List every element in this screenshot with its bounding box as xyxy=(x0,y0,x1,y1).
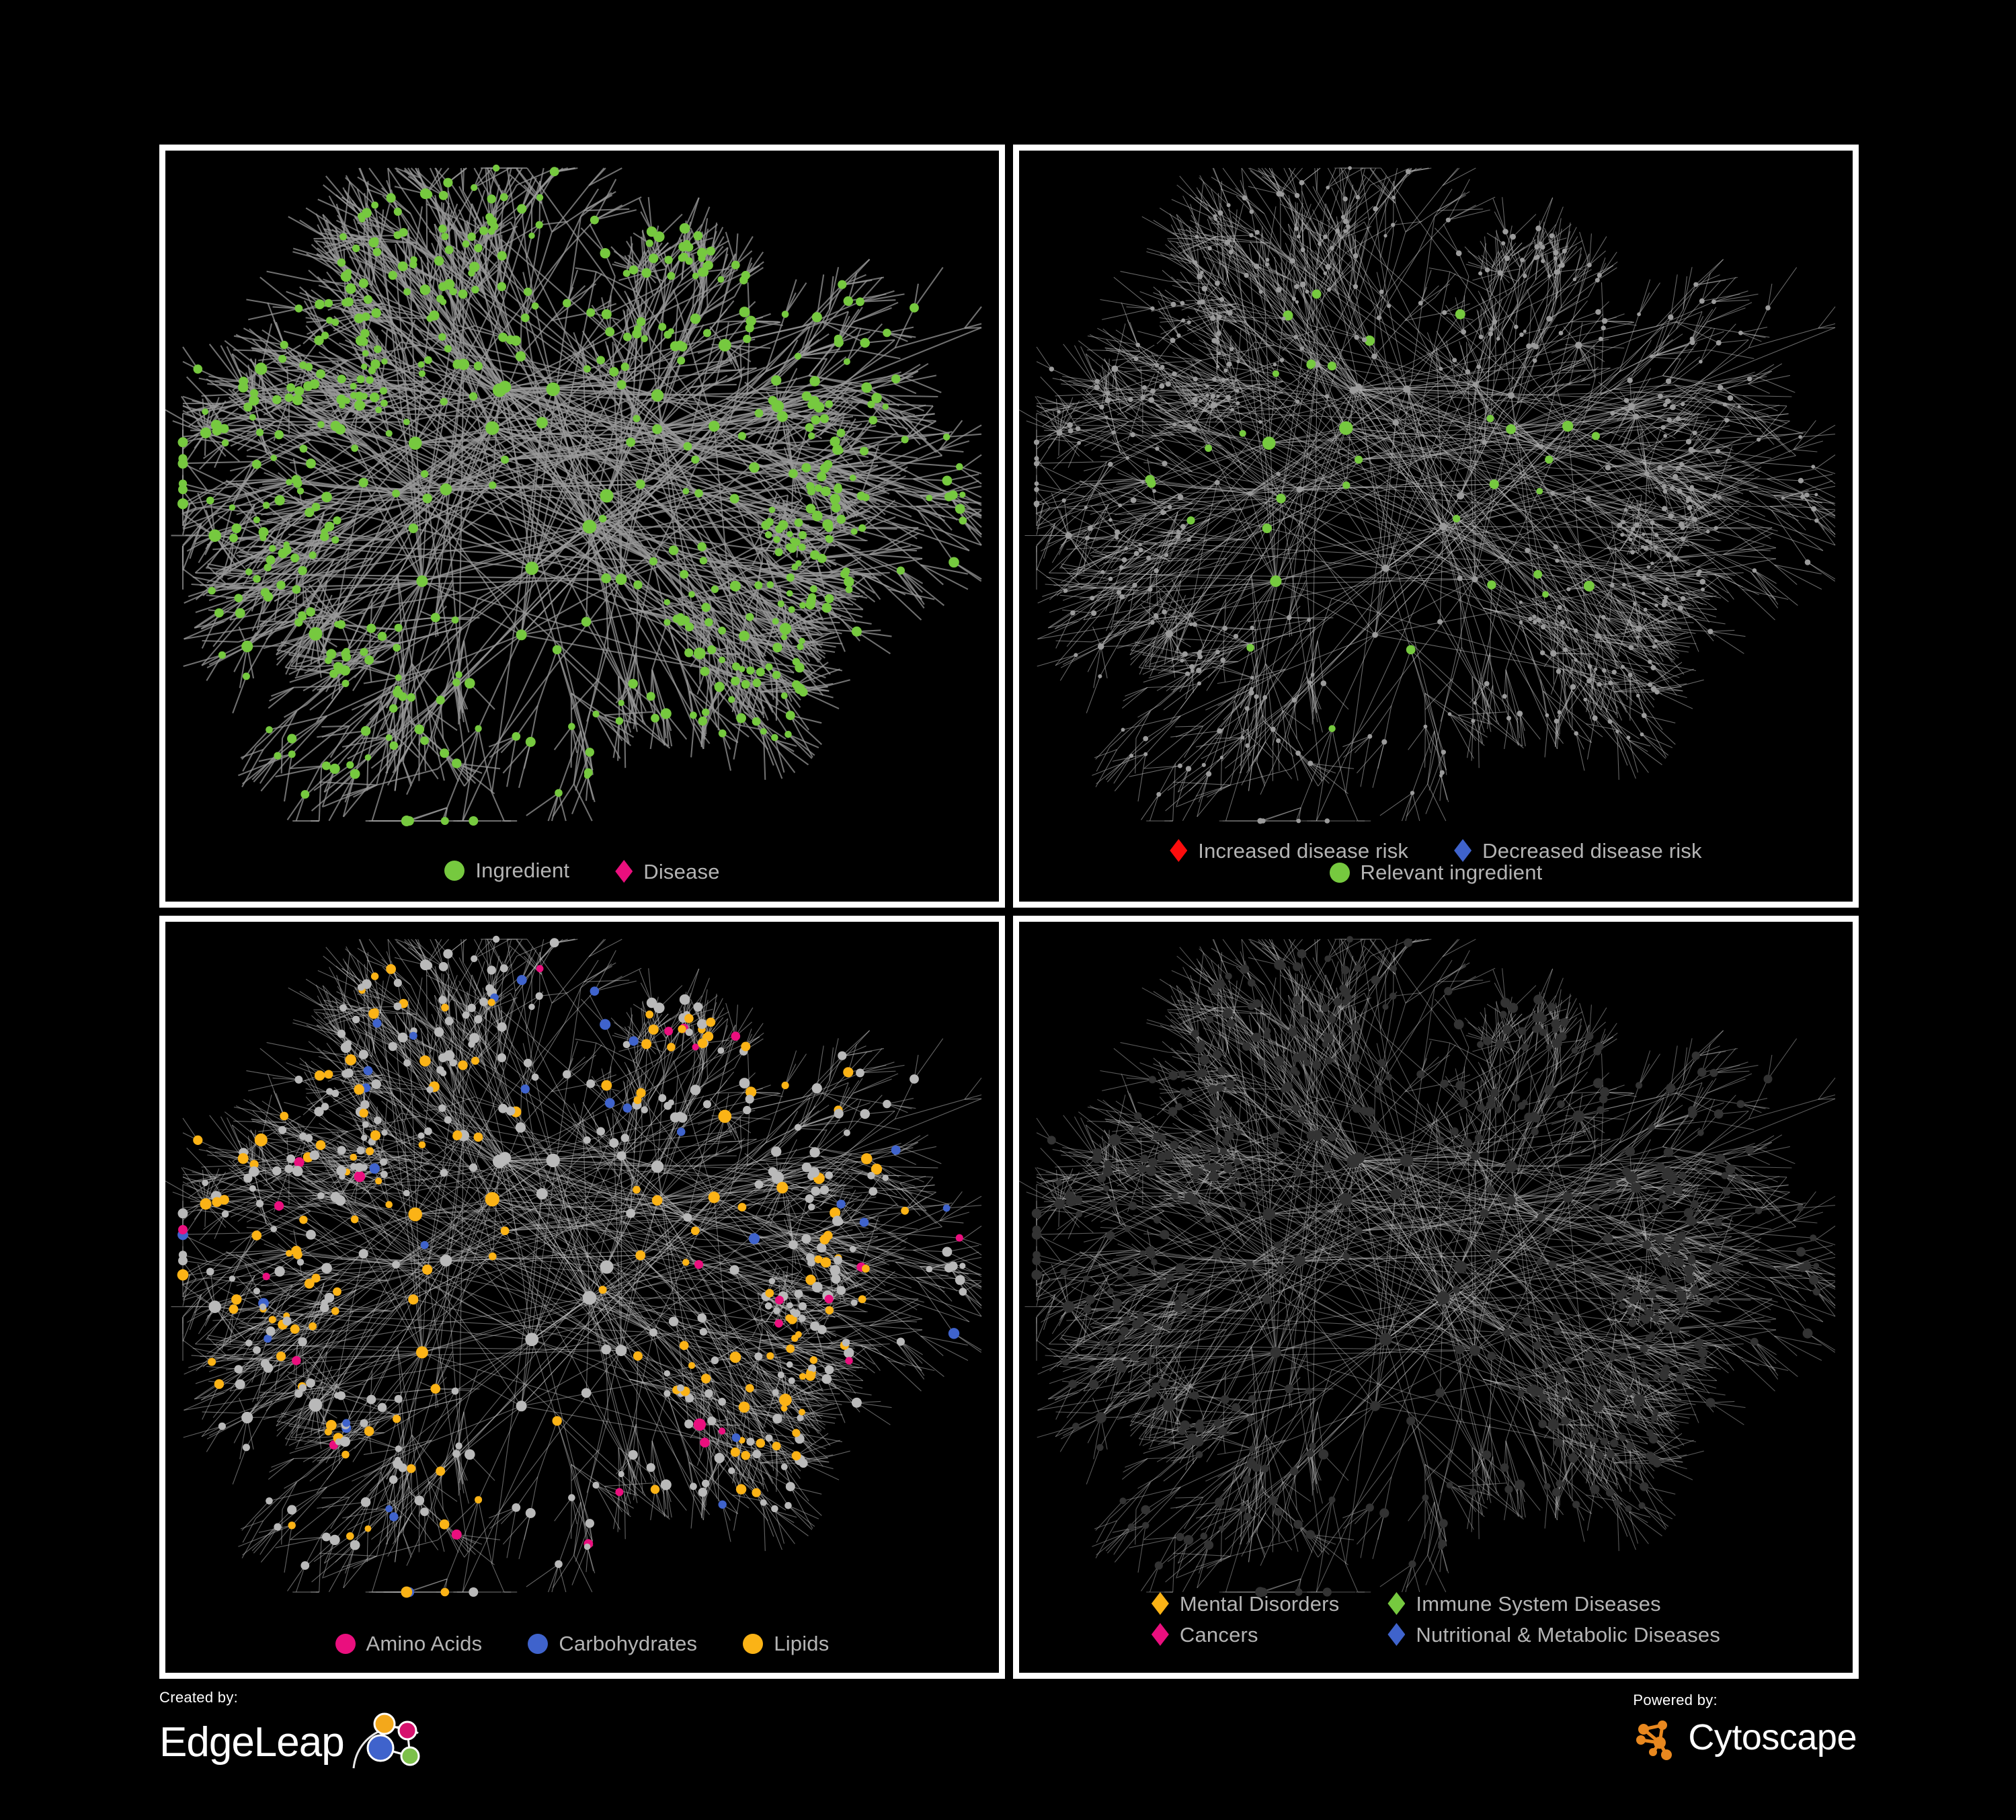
cytoscape-wordmark: Cytoscape xyxy=(1688,1719,1857,1755)
powered-by-caption: Powered by: xyxy=(1633,1692,1857,1709)
network-canvas-disease-classes[interactable] xyxy=(1019,922,1853,1673)
cytoscape-brand[interactable]: Powered by: xyxy=(1633,1692,1857,1762)
network-canvas-nutrient-classes[interactable] xyxy=(165,922,999,1673)
edgeleap-network-icon xyxy=(352,1712,420,1769)
network-canvas-ingredient-disease[interactable] xyxy=(165,151,999,902)
panel-disease-risk[interactable]: Increased disease risk Decreased disease… xyxy=(1013,145,1859,908)
network-canvas-disease-risk[interactable] xyxy=(1019,151,1853,902)
panel-ingredient-disease[interactable]: Ingredient Disease xyxy=(159,145,1005,908)
cytoscape-logo-icon xyxy=(1636,1720,1672,1760)
panel-grid: Ingredient Disease Increased disease ris… xyxy=(159,145,1860,1679)
edgeleap-brand[interactable]: Created by: EdgeLeap xyxy=(159,1689,425,1775)
created-by-caption: Created by: xyxy=(159,1689,425,1706)
edgeleap-wordmark: EdgeLeap xyxy=(159,1721,345,1763)
figure-footer: Created by: EdgeLeap xyxy=(159,1689,1857,1803)
panel-nutrient-classes[interactable]: Amino Acids Carbohydrates Lipids xyxy=(159,916,1005,1679)
panel-disease-classes[interactable]: Mental Disorders Immune System Diseases … xyxy=(1013,916,1859,1679)
